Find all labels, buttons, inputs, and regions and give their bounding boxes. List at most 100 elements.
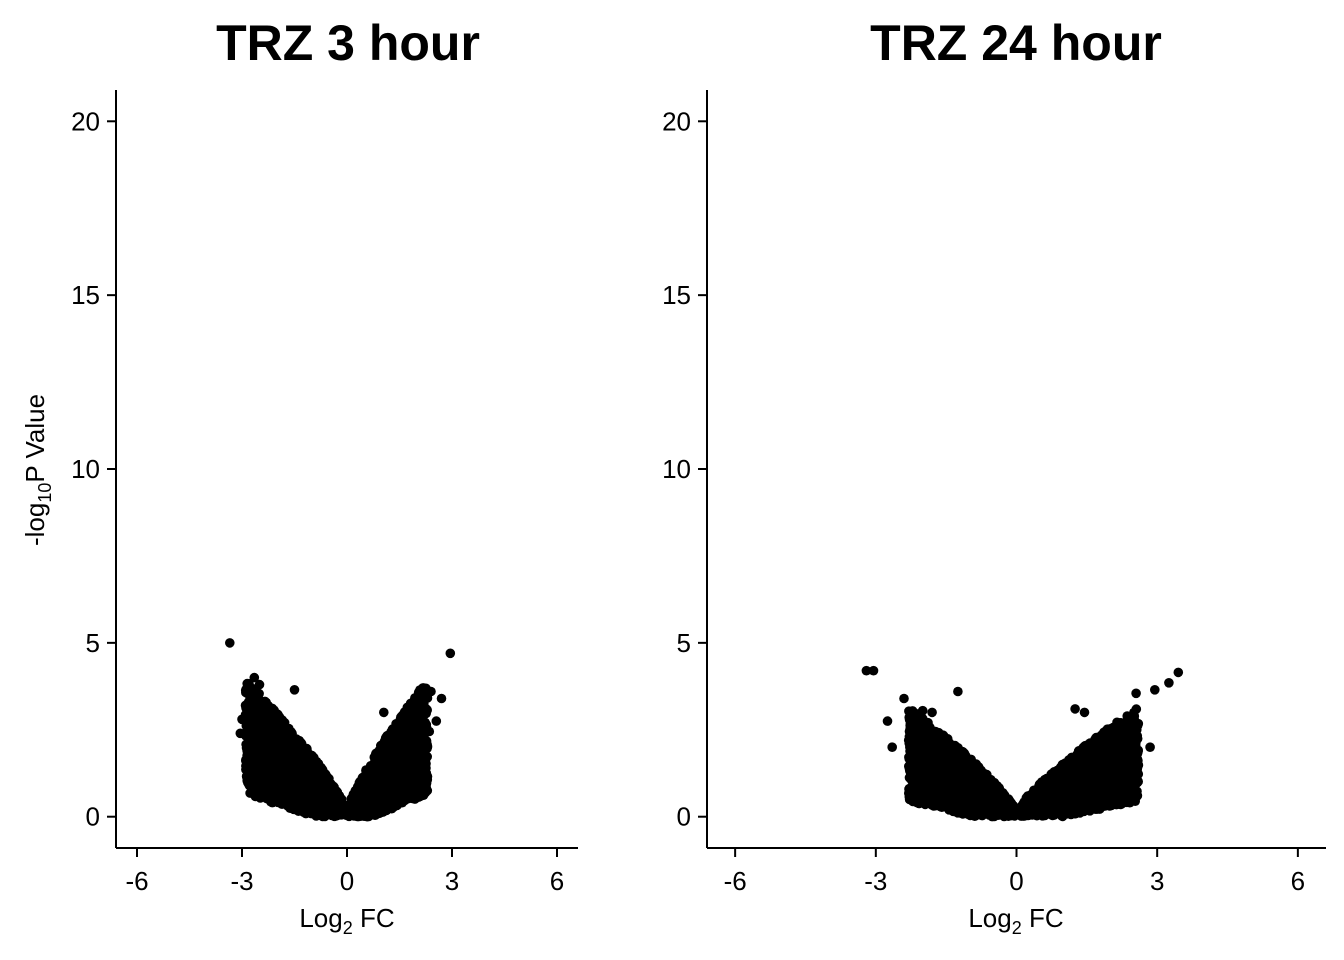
scatter-point	[401, 785, 411, 795]
panel-title: TRZ 3 hour	[216, 15, 480, 71]
scatter-point	[353, 793, 364, 804]
scatter-point	[414, 777, 424, 787]
x-tick-label: -6	[125, 866, 148, 896]
scatter-points	[225, 638, 456, 822]
scatter-point	[384, 756, 394, 767]
scatter-point	[403, 702, 414, 713]
x-tick-label: -3	[230, 866, 253, 896]
scatter-point	[242, 764, 252, 775]
scatter-point	[403, 768, 414, 778]
x-tick-label: 3	[445, 866, 459, 896]
scatter-point	[298, 747, 308, 758]
scatter-point	[304, 774, 315, 784]
scatter-point	[252, 784, 262, 794]
scatter-point	[420, 717, 430, 728]
scatter-point	[291, 785, 302, 796]
scatter-point	[379, 707, 389, 718]
scatter-point	[419, 736, 430, 746]
scatter-point	[262, 769, 272, 780]
scatter-point	[431, 716, 442, 726]
scatter-point	[240, 700, 251, 711]
scatter-point	[277, 799, 288, 809]
scatter-point	[272, 731, 282, 741]
scatter-point	[390, 727, 401, 737]
scatter-point	[338, 803, 348, 813]
scatter-point	[242, 688, 253, 699]
scatter-point	[331, 794, 342, 805]
scatter-point	[265, 779, 276, 789]
panel-title: TRZ 24 hour	[870, 15, 1162, 71]
scatter-point	[319, 809, 329, 820]
scatter-point	[251, 698, 261, 709]
y-tick-label: 0	[86, 802, 100, 832]
y-tick-label: 5	[86, 628, 100, 658]
x-tick-label: 0	[340, 866, 354, 896]
scatter-point	[290, 751, 300, 761]
scatter-point	[332, 810, 342, 821]
scatter-point	[245, 788, 255, 798]
scatter-point	[408, 728, 419, 738]
scatter-point	[257, 739, 267, 749]
scatter-point	[289, 685, 300, 695]
scatter-point	[400, 749, 411, 759]
scatter-point	[267, 791, 278, 801]
scatter-point	[278, 745, 289, 755]
scatter-point	[396, 795, 407, 806]
scatter-point	[380, 733, 391, 743]
scatter-point	[408, 719, 419, 730]
scatter-point	[257, 716, 267, 726]
scatter-point	[260, 699, 270, 709]
scatter-point	[415, 754, 425, 764]
scatter-point	[317, 793, 328, 803]
scatter-point	[362, 783, 373, 794]
scatter-point	[306, 804, 316, 814]
scatter-point	[354, 782, 364, 793]
scatter-point	[309, 752, 319, 763]
scatter-point	[379, 796, 390, 806]
scatter-point	[281, 760, 292, 771]
scatter-point	[1133, 718, 1144, 729]
scatter-point	[426, 686, 436, 697]
y-axis-ticks: 0 5 10 15 20	[71, 106, 116, 832]
scatter-point	[246, 749, 257, 759]
x-tick-label: 6	[550, 866, 564, 896]
scatter-point	[306, 763, 317, 774]
scatter-point	[249, 672, 260, 683]
y-axis-label: -log10P Value	[20, 394, 55, 546]
y-tick-label: 20	[71, 106, 100, 136]
scatter-point	[371, 753, 382, 763]
scatter-point	[248, 722, 258, 732]
scatter-point	[254, 679, 265, 690]
scatter-point	[378, 807, 388, 817]
scatter-point	[379, 744, 389, 755]
y-tick-label: 15	[71, 280, 100, 310]
scatter-point	[280, 774, 290, 785]
scatter-point	[1091, 804, 1101, 814]
scatter-point	[1131, 704, 1142, 714]
scatter-points	[861, 665, 1184, 822]
scatter-point	[345, 808, 355, 818]
scatter-point	[266, 762, 276, 772]
scatter-point	[273, 782, 284, 793]
scatter-point	[379, 768, 390, 778]
scatter-point	[365, 773, 375, 783]
scatter-point	[257, 754, 267, 765]
scatter-point	[301, 793, 312, 803]
scatter-point	[1133, 755, 1143, 766]
scatter-point	[391, 780, 402, 790]
scatter-point	[225, 638, 235, 648]
scatter-point	[327, 784, 337, 795]
scatter-point	[436, 693, 447, 704]
scatter-point	[908, 787, 919, 798]
scatter-point	[404, 741, 415, 752]
scatter-point	[296, 804, 307, 814]
y-tick-label: 10	[71, 454, 100, 484]
scatter-point	[407, 792, 418, 803]
x-axis-label: Log2 FC	[299, 903, 394, 938]
scatter-point	[387, 745, 398, 755]
scatter-point	[235, 728, 246, 739]
scatter-point	[424, 726, 435, 737]
scatter-point	[288, 773, 299, 783]
